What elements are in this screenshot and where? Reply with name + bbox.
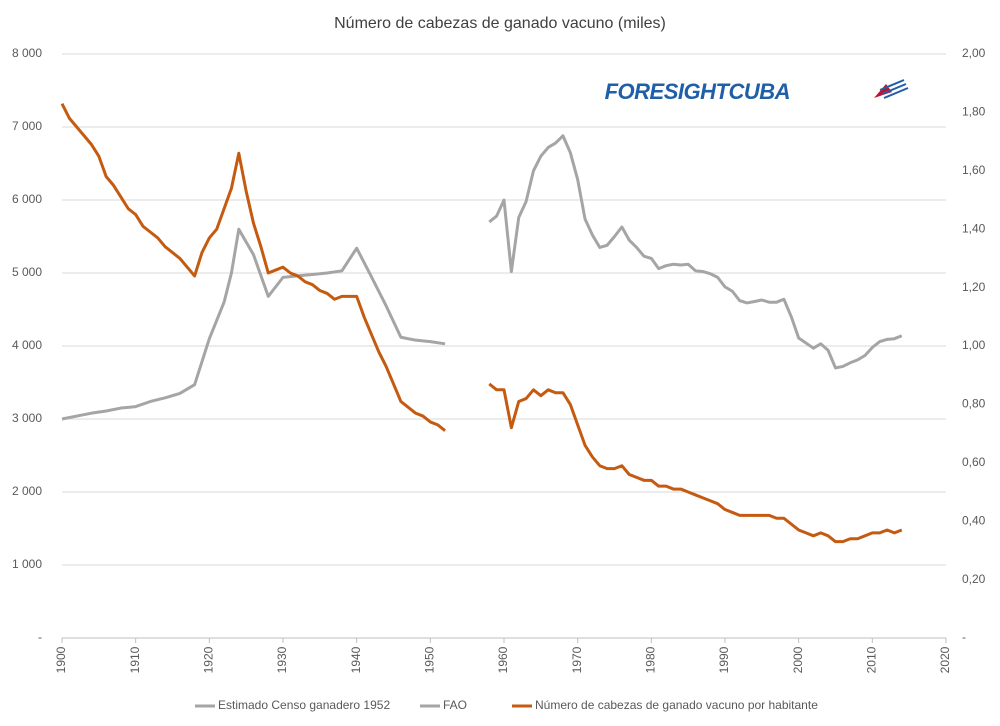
logo: FORESIGHTCUBA bbox=[605, 79, 790, 104]
y2-tick-label: 0,40 bbox=[962, 513, 986, 527]
y2-tick-label: 0,80 bbox=[962, 397, 986, 411]
y-tick-label: - bbox=[38, 630, 42, 644]
legend-item: FAO bbox=[420, 698, 467, 712]
line-series bbox=[488, 134, 903, 370]
logo-flag bbox=[874, 79, 909, 99]
legend-label: Número de cabezas de ganado vacuno por h… bbox=[535, 698, 818, 712]
y-tick-label: 4 000 bbox=[12, 338, 42, 352]
y2-tick-label: 1,40 bbox=[962, 221, 986, 235]
line-series bbox=[60, 102, 903, 544]
y-tick-label: 7 000 bbox=[12, 119, 42, 133]
x-tick-label: 1980 bbox=[644, 646, 658, 673]
x-tick-label: 1920 bbox=[202, 646, 216, 673]
x-tick-label: 1950 bbox=[423, 646, 437, 673]
x-tick-label: 2020 bbox=[938, 646, 952, 673]
y-tick-label: 8 000 bbox=[12, 46, 42, 60]
y-tick-label: 1 000 bbox=[12, 557, 42, 571]
line-series bbox=[61, 227, 446, 421]
y-tick-label: 2 000 bbox=[12, 484, 42, 498]
y2-tick-label: 2,00 bbox=[962, 46, 986, 60]
x-tick-label: 1990 bbox=[717, 646, 731, 673]
x-tick-label: 1960 bbox=[496, 646, 510, 673]
legend-label: FAO bbox=[443, 698, 467, 712]
y2-tick-label: 0,60 bbox=[962, 455, 986, 469]
legend-item: Número de cabezas de ganado vacuno por h… bbox=[512, 698, 818, 712]
y-tick-label: 3 000 bbox=[12, 411, 42, 425]
y-tick-label: 5 000 bbox=[12, 265, 42, 279]
y-tick-label: 6 000 bbox=[12, 192, 42, 206]
y2-tick-label: 0,20 bbox=[962, 572, 986, 586]
chart-title: Número de cabezas de ganado vacuno (mile… bbox=[334, 15, 666, 32]
y2-tick-label: 1,00 bbox=[962, 338, 986, 352]
y2-tick-label: 1,80 bbox=[962, 105, 986, 119]
legend-label: Estimado Censo ganadero 1952 bbox=[218, 698, 390, 712]
y2-tick-label: - bbox=[962, 630, 966, 644]
x-tick-label: 2010 bbox=[865, 646, 879, 673]
y2-tick-label: 1,20 bbox=[962, 280, 986, 294]
y2-tick-label: 1,60 bbox=[962, 163, 986, 177]
x-tick-label: 1940 bbox=[349, 646, 363, 673]
x-tick-label: 1900 bbox=[54, 646, 68, 673]
x-tick-label: 1930 bbox=[275, 646, 289, 673]
x-tick-label: 1910 bbox=[128, 646, 142, 673]
x-tick-label: 2000 bbox=[791, 646, 805, 673]
legend-item: Estimado Censo ganadero 1952 bbox=[195, 698, 390, 712]
x-tick-label: 1970 bbox=[570, 646, 584, 673]
